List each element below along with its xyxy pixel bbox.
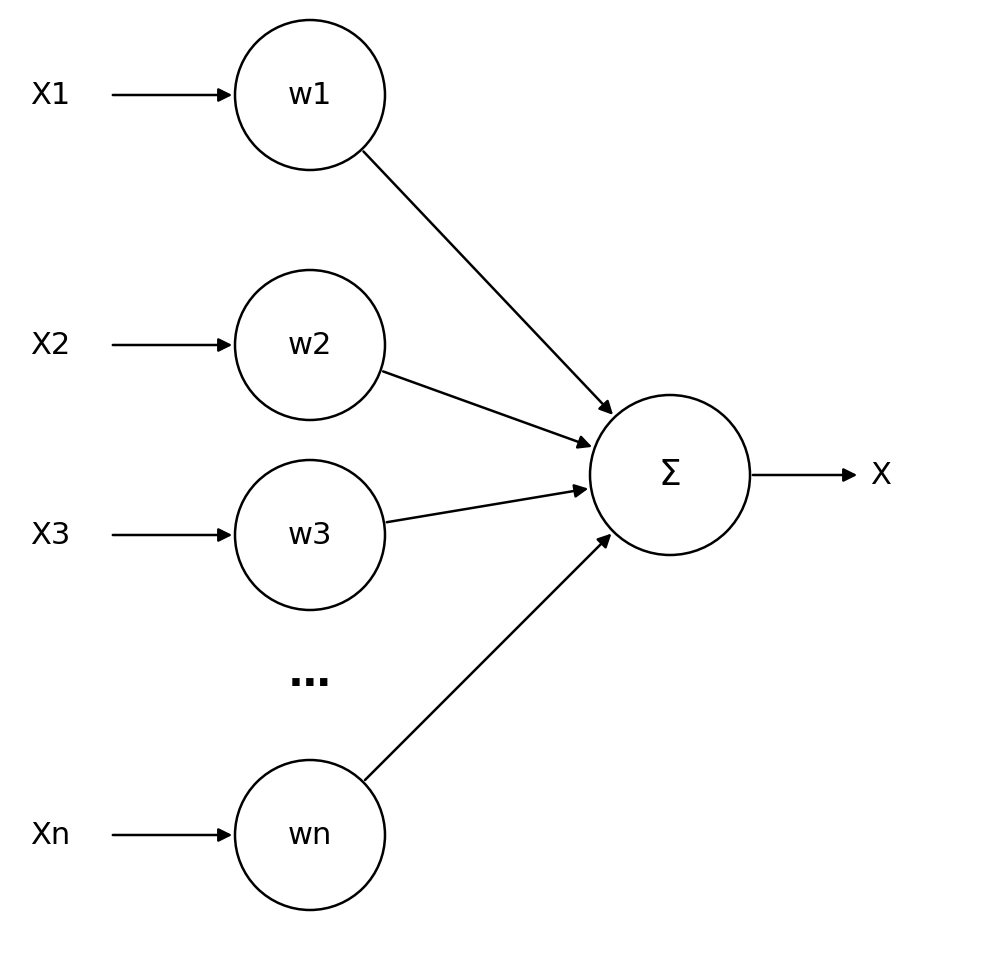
Circle shape xyxy=(235,270,385,420)
Circle shape xyxy=(590,395,750,555)
Text: X3: X3 xyxy=(30,520,70,549)
Text: w3: w3 xyxy=(288,520,332,549)
Text: X: X xyxy=(870,460,891,489)
Circle shape xyxy=(235,460,385,610)
Text: X1: X1 xyxy=(30,80,70,109)
Circle shape xyxy=(235,760,385,910)
Text: ⋯: ⋯ xyxy=(289,664,331,706)
Text: Xn: Xn xyxy=(30,820,70,849)
Circle shape xyxy=(235,20,385,170)
Text: w2: w2 xyxy=(288,330,332,360)
Text: X2: X2 xyxy=(30,330,70,360)
Text: Σ: Σ xyxy=(659,458,681,492)
Text: w1: w1 xyxy=(288,80,332,109)
Text: wn: wn xyxy=(288,820,332,849)
